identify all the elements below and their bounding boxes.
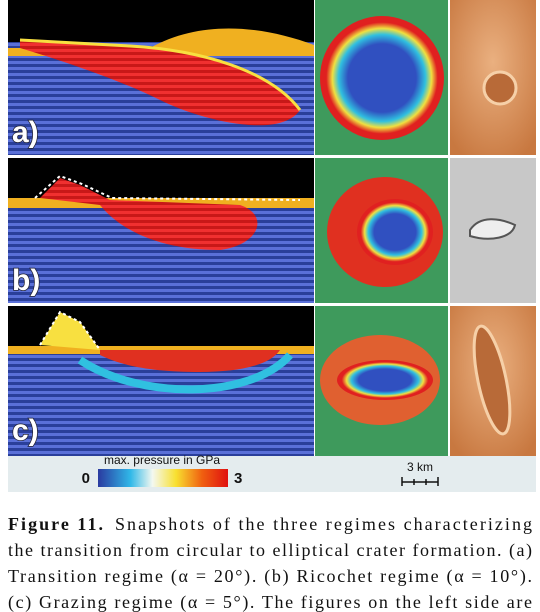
crater-ring bbox=[320, 16, 444, 140]
colorbar bbox=[98, 469, 228, 487]
pressure-blob bbox=[20, 40, 300, 126]
crater bbox=[482, 70, 518, 106]
panel-label: c) bbox=[12, 414, 39, 447]
panel-label: b) bbox=[12, 264, 40, 297]
pressure-blob bbox=[100, 350, 280, 372]
legend-strip bbox=[8, 456, 536, 492]
caption-label: Figure 11. bbox=[8, 514, 103, 534]
colorbar-max: 3 bbox=[234, 470, 242, 487]
caption-line: the transition from circular to elliptic… bbox=[8, 540, 532, 561]
row-c: c) bbox=[8, 306, 536, 456]
shock-band bbox=[77, 352, 293, 394]
row-a: a) bbox=[8, 0, 536, 155]
ejecta-edge bbox=[39, 310, 101, 351]
crater-ring bbox=[357, 199, 433, 265]
crater bbox=[472, 324, 512, 436]
colorbar-title: max. pressure in GPa bbox=[104, 453, 220, 467]
colorbar-min: 0 bbox=[82, 470, 90, 487]
pressure-blob bbox=[40, 178, 258, 250]
crater-ring bbox=[337, 360, 433, 400]
caption-line: Figure 11. Snapshots of the three regimes… bbox=[8, 514, 532, 534]
caption-line: (c) Grazing regime (α = 5°). The figures… bbox=[8, 592, 532, 612]
caption-text: Snapshots of the three regimes character… bbox=[115, 514, 532, 534]
caption-line: Transition regime (α = 20°). (b) Ricoche… bbox=[8, 566, 532, 587]
scale-bar bbox=[401, 477, 439, 486]
row-b: b) bbox=[8, 158, 536, 303]
panel-label: a) bbox=[12, 116, 39, 149]
pressure-edge bbox=[19, 38, 302, 111]
ejecta-edge bbox=[34, 174, 301, 201]
scale-label: 3 km bbox=[407, 460, 433, 474]
crater bbox=[469, 218, 517, 240]
